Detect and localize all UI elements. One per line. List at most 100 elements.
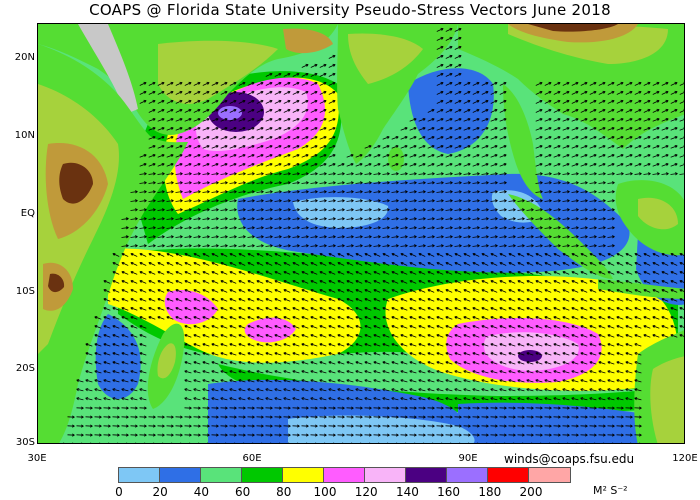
wind-vector xyxy=(544,127,552,131)
wind-vector xyxy=(139,235,147,239)
wind-vector xyxy=(463,433,471,437)
wind-vector xyxy=(580,199,588,203)
wind-vector xyxy=(310,127,318,131)
wind-vector xyxy=(310,235,318,239)
wind-vector xyxy=(256,361,264,365)
wind-vector xyxy=(418,226,426,230)
wind-vector xyxy=(562,262,570,266)
wind-vector xyxy=(112,289,120,293)
wind-vector xyxy=(445,334,453,338)
wind-vector xyxy=(580,163,588,167)
wind-vector xyxy=(274,118,282,122)
wind-vector xyxy=(301,99,309,104)
wind-vector xyxy=(175,289,183,293)
wind-vector xyxy=(256,271,264,275)
wind-vector xyxy=(427,253,435,257)
wind-vector xyxy=(310,334,318,338)
wind-vector xyxy=(553,190,561,194)
wind-vector xyxy=(247,81,255,86)
wind-vector xyxy=(292,199,300,203)
wind-vector xyxy=(454,262,462,266)
wind-vector xyxy=(265,370,273,374)
wind-vector xyxy=(526,352,534,356)
wind-vector xyxy=(310,118,318,122)
colorbar-swatch xyxy=(488,468,529,482)
wind-vector xyxy=(535,361,543,365)
wind-vector xyxy=(589,145,597,149)
wind-vector xyxy=(328,199,336,203)
wind-vector xyxy=(661,145,669,149)
wind-vector xyxy=(238,136,246,140)
wind-vector xyxy=(301,154,309,158)
wind-vector xyxy=(76,433,84,437)
wind-vector xyxy=(472,334,480,338)
wind-vector xyxy=(427,118,435,122)
wind-vector xyxy=(571,226,579,230)
wind-vector xyxy=(220,199,228,203)
wind-vector xyxy=(337,406,345,410)
wind-vector xyxy=(463,397,471,401)
wind-vector xyxy=(571,370,579,374)
wind-vector xyxy=(337,298,345,302)
wind-vector xyxy=(445,72,453,77)
wind-vector xyxy=(508,298,516,302)
wind-vector xyxy=(580,127,588,131)
wind-vector xyxy=(409,415,417,419)
wind-vector xyxy=(598,81,606,86)
wind-vector xyxy=(256,190,264,194)
wind-vector xyxy=(265,136,273,140)
colorbar-swatch xyxy=(160,468,201,482)
wind-vector xyxy=(220,127,228,131)
wind-vector xyxy=(400,433,408,437)
wind-vector xyxy=(256,388,264,392)
wind-vector xyxy=(373,235,381,239)
wind-vector xyxy=(229,145,237,149)
wind-vector xyxy=(346,370,354,374)
wind-vector xyxy=(238,145,246,149)
wind-vector xyxy=(292,108,300,113)
wind-vector xyxy=(229,298,237,302)
colorbar-swatch xyxy=(119,468,160,482)
wind-vector xyxy=(634,172,642,176)
wind-vector xyxy=(328,352,336,356)
wind-vector xyxy=(454,424,462,428)
wind-vector xyxy=(562,352,570,356)
wind-vector xyxy=(247,208,255,212)
wind-vector xyxy=(382,208,390,212)
wind-vector xyxy=(679,136,684,140)
wind-vector xyxy=(301,253,309,257)
wind-vector xyxy=(616,118,624,122)
wind-vector xyxy=(184,280,192,284)
wind-vector xyxy=(319,235,327,239)
wind-vector xyxy=(598,406,606,410)
wind-vector xyxy=(103,379,111,383)
wind-vector xyxy=(193,433,201,437)
wind-vector xyxy=(265,99,273,104)
wind-vector xyxy=(364,424,372,428)
wind-vector xyxy=(211,226,219,230)
wind-vector xyxy=(481,208,489,212)
wind-vector xyxy=(139,370,147,374)
wind-vector xyxy=(454,433,462,437)
wind-vector xyxy=(643,90,651,95)
wind-vector xyxy=(544,352,552,356)
wind-vector xyxy=(391,163,399,167)
wind-vector xyxy=(139,280,147,284)
wind-vector xyxy=(211,289,219,293)
wind-vector xyxy=(571,316,579,320)
wind-vector xyxy=(346,316,354,320)
wind-vector xyxy=(328,334,336,338)
wind-vector xyxy=(265,361,273,365)
wind-vector xyxy=(472,108,480,113)
wind-vector xyxy=(400,235,408,239)
wind-vector xyxy=(193,217,201,221)
wind-vector xyxy=(148,90,156,95)
wind-vector xyxy=(184,271,192,275)
wind-vector xyxy=(319,118,327,122)
wind-vector xyxy=(328,118,336,122)
wind-vector xyxy=(139,90,147,95)
wind-vector xyxy=(247,108,255,113)
wind-vector xyxy=(139,262,147,266)
wind-vector xyxy=(202,253,210,257)
wind-vector xyxy=(643,172,651,176)
